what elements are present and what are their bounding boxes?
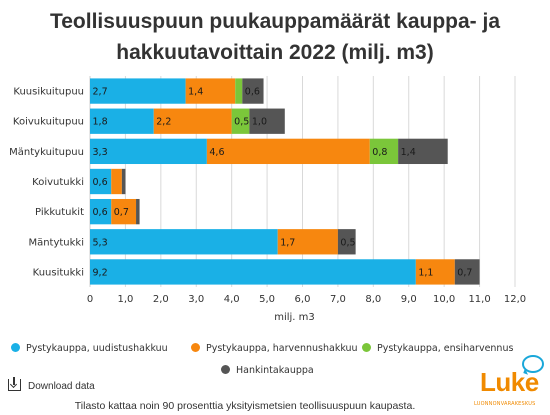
data-label: 1,0 — [252, 117, 267, 128]
chart-title: Teollisuuspuun puukauppamäärät kauppa- j… — [49, 10, 500, 64]
logo-wordmark: Luke — [480, 367, 539, 397]
x-tick-label: 8,0 — [365, 294, 381, 305]
category-label: Mäntykuitupuu — [9, 147, 84, 158]
bar-segment — [249, 108, 285, 134]
footnote: Tilasto kattaa noin 90 prosenttia yksity… — [74, 400, 416, 412]
legend-swatch — [221, 365, 230, 374]
data-label: 0,7 — [457, 267, 472, 278]
data-label: 0,6 — [93, 207, 108, 218]
x-tick-label: 0 — [87, 294, 93, 305]
legend-label: Pystykauppa, harvennushakkuu — [206, 343, 358, 354]
bar-segment — [90, 138, 207, 165]
bar-segment — [415, 259, 455, 285]
legend-item-ensiharvennus[interactable]: Pystykauppa, ensiharvennus — [362, 343, 513, 354]
bar-segment — [235, 78, 243, 104]
x-tick-label: 1,0 — [117, 294, 133, 305]
category-label: Pikkutukit — [35, 207, 84, 218]
data-label: 3,3 — [93, 147, 108, 158]
speech-bubble-icon — [522, 355, 544, 373]
legend-label: Hankintakauppa — [236, 365, 314, 376]
data-label: 1,7 — [280, 237, 295, 248]
data-label: 0,5 — [234, 117, 249, 128]
legend-label: Pystykauppa, ensiharvennus — [377, 343, 514, 354]
bar-segment — [90, 168, 112, 195]
chart-legend: Pystykauppa, uudistushakkuu Pystykauppa,… — [0, 338, 550, 378]
bar-segment — [337, 229, 356, 255]
stacked-bar-chart: 0 1,0 2,0 3,0 4,0 5,0 6,0 7,0 8,0 9,0 10,0 11,0 12,0… — [9, 76, 526, 323]
data-label: 5,3 — [93, 237, 108, 248]
category-label: Mäntytukki — [28, 237, 84, 248]
data-label: 1,4 — [401, 147, 416, 158]
bar-segment — [121, 168, 126, 195]
x-tick-label: 7,0 — [330, 294, 346, 305]
download-label: Download data — [28, 381, 95, 392]
bar-segment — [242, 78, 264, 104]
data-label: 4,6 — [209, 147, 224, 158]
x-tick-label: 9,0 — [401, 294, 417, 305]
bar-segment — [90, 78, 186, 104]
category-label: Kuusikuitupuu — [13, 87, 84, 98]
luke-logo: Luke LUONNONVARAKESKUS — [474, 355, 546, 411]
logo-subtitle: LUONNONVARAKESKUS — [474, 401, 536, 407]
x-tick-label: 6,0 — [295, 294, 311, 305]
x-tick-label: 11,0 — [468, 294, 490, 305]
data-label: 1,1 — [418, 267, 433, 278]
x-tick-label: 4,0 — [224, 294, 240, 305]
bar-segment — [111, 168, 122, 195]
bar-segment — [111, 198, 137, 225]
bar-segment — [185, 78, 236, 104]
download-icon — [8, 377, 21, 391]
legend-item-uudistushakkuu[interactable]: Pystykauppa, uudistushakkuu — [11, 343, 168, 354]
x-tick-label: 3,0 — [188, 294, 204, 305]
bar-segment — [90, 229, 278, 255]
data-label: 9,2 — [93, 267, 108, 278]
data-label: 0,7 — [114, 207, 129, 218]
legend-swatch — [191, 343, 200, 352]
data-label: 0,5 — [340, 237, 355, 248]
data-label: 0,6 — [93, 177, 108, 188]
category-label: Kuusitukki — [33, 267, 84, 278]
bar-segment — [153, 108, 232, 134]
legend-swatch — [362, 343, 371, 352]
legend-item-harvennushakkuu[interactable]: Pystykauppa, harvennushakkuu — [191, 343, 358, 354]
bar-segment — [398, 138, 448, 165]
bar-segment — [231, 108, 250, 134]
bar-segment — [369, 138, 399, 165]
data-label: 1,4 — [188, 87, 203, 98]
bar-segment — [90, 108, 154, 134]
bar-segment — [90, 198, 112, 225]
x-tick-label: 10,0 — [433, 294, 455, 305]
category-label: Koivutukki — [32, 177, 84, 188]
bar-segment — [277, 229, 338, 255]
bar-segment — [136, 198, 140, 225]
legend-item-hankintakauppa[interactable]: Hankintakauppa — [221, 365, 314, 376]
bar-segment — [90, 259, 416, 285]
data-label: 1,8 — [93, 117, 108, 128]
data-label: 0,6 — [245, 87, 260, 98]
bar-segment — [454, 259, 480, 285]
x-tick-label: 5,0 — [259, 294, 275, 305]
category-label: Koivukuitupuu — [13, 117, 84, 128]
x-tick-label: 2,0 — [153, 294, 169, 305]
data-label: 2,2 — [156, 117, 171, 128]
x-tick-label: 12,0 — [504, 294, 526, 305]
legend-swatch — [11, 343, 20, 352]
x-axis-label: milj. m3 — [274, 312, 315, 323]
data-label: 0,8 — [372, 147, 387, 158]
legend-label: Pystykauppa, uudistushakkuu — [26, 343, 168, 354]
data-label: 2,7 — [93, 87, 108, 98]
download-data-button[interactable]: Download data — [8, 377, 95, 392]
bar-segment — [206, 138, 370, 165]
